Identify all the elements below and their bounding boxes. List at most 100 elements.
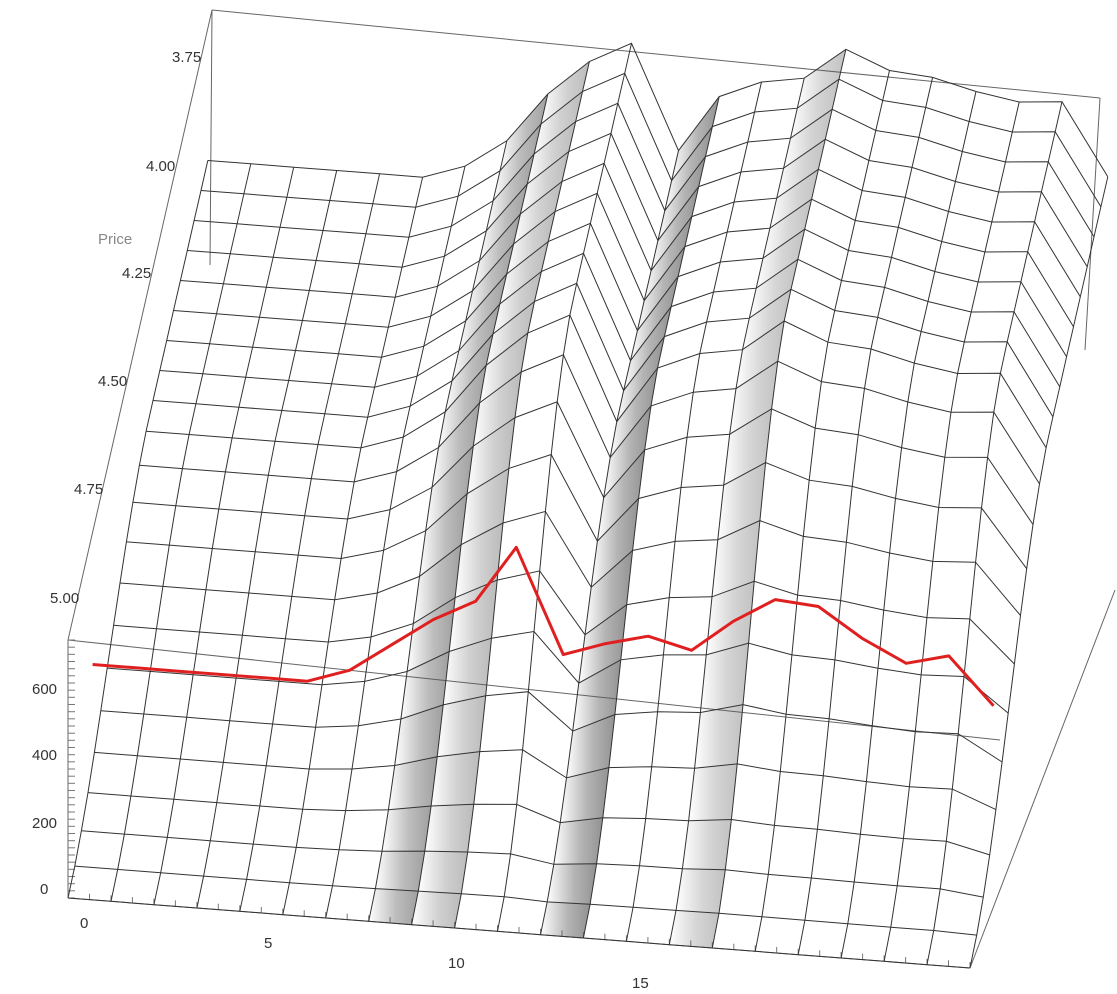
mesh-row-line — [67, 897, 971, 969]
slope-shade-cell — [742, 289, 791, 350]
mesh-row-line — [159, 252, 1061, 388]
slope-shade-cell — [472, 214, 521, 291]
surface-shading — [368, 49, 846, 948]
tick-marks — [67, 639, 971, 968]
slope-shade-cell — [671, 96, 720, 181]
slope-shade-cell — [467, 417, 515, 494]
slope-shade-cell — [425, 446, 474, 531]
mesh-row-line — [81, 830, 984, 898]
slope-shade-cell — [500, 94, 548, 171]
slope-shade-cell — [591, 498, 639, 588]
mesh-column-line — [711, 49, 847, 949]
x-axis-labels: 0 5 10 15 — [80, 915, 649, 992]
mesh-row-line — [87, 792, 990, 856]
z-tick-label: 600 — [32, 681, 57, 698]
slope-shade-cell — [572, 659, 621, 732]
box-front-top-edge — [67, 639, 1001, 741]
slope-shade-cell — [729, 361, 778, 435]
slope-shade-cell — [513, 181, 562, 244]
slope-shade-cell — [449, 580, 498, 652]
mesh-row-line — [107, 630, 1009, 714]
slope-shade-cell — [664, 126, 713, 211]
mesh-column-line — [196, 170, 338, 909]
price-tick-label: 4.50 — [98, 373, 127, 390]
slope-shade-cell — [547, 863, 597, 905]
mesh-row-line — [74, 865, 977, 936]
slope-shade-cell — [790, 79, 839, 139]
highlight-series — [92, 545, 995, 707]
slope-shade-cell — [375, 851, 425, 892]
slope-shade-cell — [769, 169, 819, 229]
price-tick-label: 3.75 — [172, 49, 201, 66]
mesh-column-line — [840, 91, 977, 959]
mesh-column-line — [883, 101, 1020, 962]
slope-shade-cell — [540, 901, 591, 938]
slope-shade-cell — [445, 334, 493, 412]
slope-shade-cell — [657, 156, 706, 241]
mesh-row-line — [194, 102, 1095, 238]
slope-shade-cell — [431, 751, 480, 806]
price-tick-label: 4.00 — [146, 158, 175, 175]
mesh-column-line — [153, 167, 295, 905]
mesh-column-line — [325, 166, 466, 919]
mesh-row-line — [207, 42, 1109, 178]
slope-shade-cell — [644, 216, 692, 301]
slope-shade-cell — [610, 368, 658, 458]
slope-shade-cell — [493, 271, 542, 334]
slope-shade-cell — [486, 301, 535, 366]
mesh-row-line — [146, 314, 1047, 449]
box-back-top-edge — [211, 9, 1101, 99]
slope-shade-cell — [432, 402, 480, 488]
mesh-column-line — [239, 173, 381, 912]
slope-shade-cell — [388, 756, 438, 810]
box-front-right-edge — [969, 589, 1116, 969]
mesh-row-line — [132, 401, 1034, 525]
mesh-column-line — [926, 101, 1063, 965]
slope-shade-cell — [712, 520, 760, 597]
slope-shade-cell — [418, 851, 468, 894]
slope-shade-cell — [597, 449, 645, 542]
slope-shade-cell — [717, 462, 766, 540]
slope-shade-cell — [623, 306, 672, 391]
mesh-column-line — [969, 176, 1109, 969]
x-tick-label: 0 — [80, 915, 88, 932]
mesh-column-line — [625, 81, 762, 942]
slope-shade-cell — [493, 124, 541, 201]
mesh-row-line — [139, 354, 1040, 485]
slope-shade-cell — [797, 49, 846, 109]
mesh-column-line — [797, 77, 934, 955]
price-tick-label: 4.25 — [122, 265, 151, 282]
price-tick-label: 4.75 — [74, 481, 103, 498]
slope-shade-cell — [411, 891, 462, 928]
slope-shade-cell — [756, 229, 805, 289]
mesh-column-line — [67, 160, 209, 899]
slope-shade-cell — [694, 704, 743, 769]
x-tick-label: 15 — [632, 975, 649, 992]
slope-shade-cell — [499, 241, 549, 304]
price-axis-title: Price — [98, 231, 132, 248]
mesh-row-line — [166, 222, 1068, 358]
mesh-column-line — [282, 177, 424, 915]
mesh-row-line — [113, 570, 1015, 665]
slope-shade-cell — [736, 321, 785, 389]
slope-shade-cell — [749, 259, 798, 319]
mesh-row-line — [200, 72, 1102, 208]
slope-shade-cell — [400, 651, 450, 719]
slope-shade-cell — [437, 695, 486, 757]
slope-shade-cell — [452, 304, 500, 381]
slope-shade-cell — [585, 550, 633, 635]
box-price-axis-edge — [67, 9, 213, 641]
mesh-column-line — [582, 96, 720, 939]
slope-shade-cell — [479, 184, 528, 261]
slope-shade-cell — [706, 581, 755, 655]
slope-shade-cell — [560, 767, 609, 823]
slope-shade-cell — [688, 763, 738, 821]
slope-shade-cell — [506, 211, 556, 274]
slope-shade-cell — [616, 336, 665, 422]
slope-shade-cell — [368, 888, 419, 925]
slope-shade-cell — [419, 493, 468, 577]
x-tick-label: 10 — [448, 955, 465, 972]
slope-shade-cell — [458, 274, 507, 351]
slope-shade-cell — [424, 804, 474, 852]
slope-shade-cell — [520, 151, 569, 214]
